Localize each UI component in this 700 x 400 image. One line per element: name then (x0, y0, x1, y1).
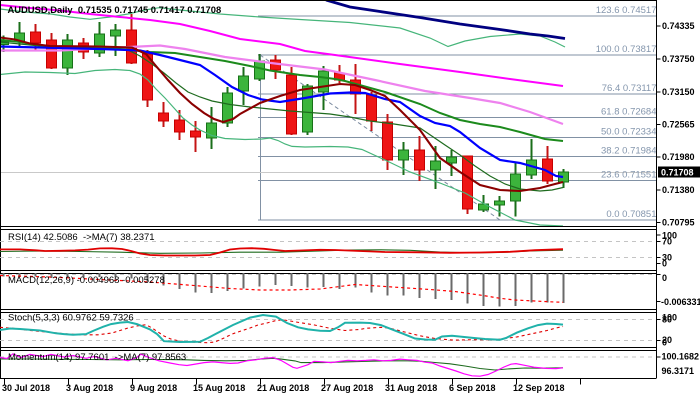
svg-text:9 Aug 2018: 9 Aug 2018 (130, 383, 177, 393)
svg-text:50.0 0.72334: 50.0 0.72334 (601, 127, 656, 138)
svg-text:0: 0 (662, 273, 667, 283)
svg-text:0.72565: 0.72565 (662, 120, 695, 130)
svg-text:23.6 0.71551: 23.6 0.71551 (601, 170, 656, 181)
svg-text:0: 0 (662, 259, 667, 269)
svg-text:0.70795: 0.70795 (662, 218, 695, 228)
svg-text:27 Aug 2018: 27 Aug 2018 (321, 383, 373, 393)
svg-text:100.1682: 100.1682 (662, 352, 700, 362)
svg-text:30: 30 (662, 253, 672, 263)
svg-text:30 Jul 2018: 30 Jul 2018 (2, 383, 50, 393)
svg-text:100: 100 (662, 313, 677, 323)
svg-text:MACD(12,26,9) -0.004968 -0.005: MACD(12,26,9) -0.004968 -0.005278 (8, 275, 165, 286)
svg-text:96.3171: 96.3171 (662, 366, 695, 376)
svg-text:31 Aug 2018: 31 Aug 2018 (385, 383, 437, 393)
svg-text:100.0 0.73817: 100.0 0.73817 (596, 44, 657, 55)
svg-text:70: 70 (662, 237, 672, 247)
svg-text:Stoch(5,3,3) 60.9762 59.7326: Stoch(5,3,3) 60.9762 59.7326 (8, 313, 134, 324)
svg-text:12 Sep 2018: 12 Sep 2018 (513, 383, 565, 393)
svg-text:RSI(14) 42.5086 ->MA(7) 38.23: RSI(14) 42.5086 ->MA(7) 38.2371 (8, 232, 155, 243)
svg-text:0.74335: 0.74335 (662, 21, 695, 31)
svg-text:0.71980: 0.71980 (662, 152, 695, 162)
svg-text:0.71708: 0.71708 (661, 168, 694, 178)
svg-text:0.73750: 0.73750 (662, 54, 695, 64)
svg-text:100: 100 (662, 230, 677, 240)
svg-text:21 Aug 2018: 21 Aug 2018 (257, 383, 309, 393)
svg-text:61.8 0.72684: 61.8 0.72684 (601, 107, 656, 118)
svg-text:-0.006331: -0.006331 (661, 297, 700, 307)
svg-text:38.2 0.71984: 38.2 0.71984 (601, 146, 656, 157)
svg-text:0.71380: 0.71380 (662, 185, 695, 195)
svg-text:AUDUSD,Daily 0.71535 0.71745: AUDUSD,Daily 0.71535 0.71745 0.71417 0.7… (8, 4, 222, 15)
svg-text:80: 80 (662, 315, 672, 325)
svg-text:Momentum(14) 97.7601 ->MA(7): Momentum(14) 97.7601 ->MA(7) 97.8563 (8, 352, 186, 363)
svg-text:20: 20 (662, 335, 672, 345)
svg-text:0.0 0.70851: 0.0 0.70851 (606, 209, 656, 220)
svg-text:15 Aug 2018: 15 Aug 2018 (193, 383, 245, 393)
svg-text:0.73150: 0.73150 (662, 87, 695, 97)
svg-text:0: 0 (662, 338, 667, 348)
svg-text:6 Sep 2018: 6 Sep 2018 (449, 383, 496, 393)
svg-text:3 Aug 2018: 3 Aug 2018 (66, 383, 113, 393)
svg-text:76.4 0.73117: 76.4 0.73117 (602, 83, 657, 94)
svg-text:123.6 0.74517: 123.6 0.74517 (596, 5, 657, 16)
